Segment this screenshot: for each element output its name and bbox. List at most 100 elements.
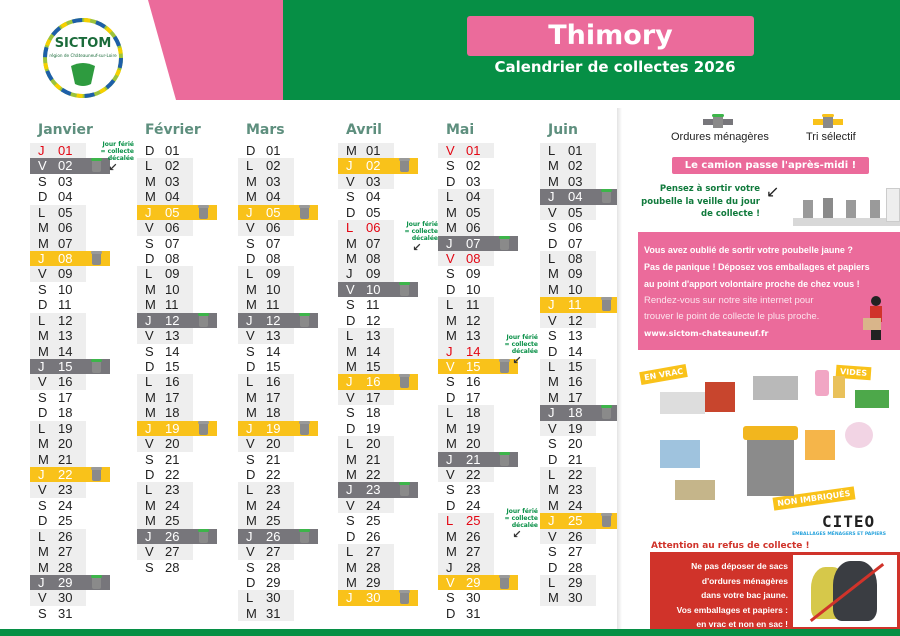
day-number: 19 — [466, 420, 481, 436]
day-row: S 28 — [137, 560, 193, 575]
day-number: 23 — [266, 482, 281, 498]
day-row-om-collection: J 18 — [540, 405, 620, 421]
day-row: D 19 — [338, 421, 394, 436]
day-row: M 24 — [540, 497, 596, 514]
day-row: M 03 — [540, 173, 596, 190]
day-number: 23 — [366, 482, 381, 498]
weekday-letter: L — [38, 528, 46, 544]
day-row: L 02 — [137, 158, 193, 174]
day-number: 09 — [165, 266, 180, 282]
weekday-letter: D — [446, 173, 456, 189]
day-number: 15 — [165, 359, 180, 375]
day-row: S 10 — [30, 282, 86, 297]
day-row: M 06 — [30, 220, 86, 236]
weekday-letter: M — [38, 559, 49, 575]
weekday-letter: D — [145, 251, 155, 266]
day-row: M 18 — [137, 405, 193, 421]
weekday-letter: V — [346, 281, 355, 297]
day-row-om-collection: J 26 — [238, 528, 318, 545]
day-row: L 18 — [438, 405, 494, 421]
weekday-letter: J — [446, 559, 453, 575]
day-number: 11 — [466, 297, 480, 313]
day-number: 12 — [266, 312, 281, 328]
day-row: S 14 — [137, 344, 193, 359]
warning-line: Vos emballages et papiers : — [676, 604, 788, 615]
weekday-letter: L — [145, 374, 153, 390]
day-row: V 03 — [338, 173, 394, 190]
weekday-letter: L — [346, 544, 354, 560]
day-number: 14 — [466, 343, 481, 359]
day-number: 22 — [366, 467, 381, 483]
weekday-letter: M — [446, 436, 457, 452]
yellow-bin-info-box: Vous avez oublié de sortir votre poubell… — [638, 232, 900, 350]
day-number: 03 — [58, 173, 73, 189]
day-number: 02 — [266, 158, 281, 174]
weekday-letter: M — [145, 281, 156, 297]
day-row: M 31 — [238, 605, 294, 622]
day-number: 27 — [58, 544, 73, 560]
day-row-holiday: J 14 — [438, 343, 494, 359]
weekday-letter: M — [145, 497, 156, 513]
weekday-letter: M — [38, 220, 49, 236]
weekday-letter: D — [548, 559, 558, 575]
weekday-letter: M — [346, 559, 357, 575]
weekday-letter: V — [446, 251, 455, 266]
day-number: 02 — [366, 158, 381, 174]
day-row: V 23 — [30, 482, 86, 498]
tri-bin-icon — [91, 467, 102, 482]
day-number: 26 — [58, 528, 73, 544]
weekday-letter: M — [246, 497, 257, 513]
panel-divider — [617, 108, 622, 630]
weekday-letter: M — [446, 312, 457, 328]
day-row: S 24 — [30, 498, 86, 513]
day-number: 16 — [165, 374, 180, 390]
weekday-letter: D — [346, 312, 356, 328]
om-legend-icon — [703, 114, 733, 128]
day-row: M 27 — [30, 544, 86, 560]
day-row: M 25 — [238, 513, 294, 529]
day-row: M 17 — [137, 389, 193, 406]
day-row: V 17 — [338, 389, 394, 406]
website-link[interactable]: www.sictom-chateauneuf.fr — [644, 329, 769, 338]
day-row: M 14 — [338, 343, 394, 359]
day-row-tri-collection: J 25 — [540, 513, 620, 529]
weekday-letter: M — [548, 173, 559, 189]
om-bin-icon — [601, 405, 612, 420]
day-row-om-collection: J 26 — [137, 528, 217, 545]
weekday-letter: J — [145, 312, 152, 328]
weekday-letter: M — [38, 328, 49, 344]
weekday-letter: S — [446, 590, 455, 606]
day-row: M 08 — [338, 251, 394, 267]
day-number: 31 — [466, 605, 481, 621]
day-number: 07 — [266, 235, 281, 251]
day-row: V 06 — [238, 220, 294, 236]
weekday-letter: M — [346, 467, 357, 483]
day-row: S 25 — [338, 513, 394, 528]
weekday-letter: D — [145, 467, 155, 483]
day-row-om-collection: J 21 — [438, 451, 518, 467]
day-row-om-collection: J 12 — [238, 312, 318, 329]
day-number: 15 — [466, 359, 481, 375]
day-number: 14 — [266, 343, 281, 359]
weekday-letter: D — [548, 451, 558, 467]
month-column: Mai V 01 S 02 D 03 L 04 M 05 M 06 J 07 V 08 S 09 D 10 L 11 M 12 M… — [438, 122, 538, 621]
weekday-letter: M — [246, 281, 257, 297]
bins-illustration — [793, 218, 900, 226]
day-number: 22 — [266, 467, 281, 483]
weekday-letter: V — [346, 389, 355, 405]
day-number: 03 — [466, 173, 481, 189]
day-row-tri-collection: J 02 — [338, 158, 418, 174]
day-number: 04 — [165, 189, 180, 205]
om-bin-icon — [91, 359, 102, 374]
day-number: 05 — [58, 204, 73, 220]
day-row: M 03 — [238, 173, 294, 190]
weekday-letter: S — [145, 451, 154, 467]
reminder-line: Pensez à sortir votre — [659, 184, 760, 194]
note-line: décalée — [107, 155, 134, 162]
day-row: L 05 — [30, 204, 86, 221]
day-number: 07 — [366, 235, 381, 251]
bin-icon — [870, 200, 880, 218]
month-title: Mai — [446, 122, 475, 138]
day-number: 08 — [366, 251, 381, 266]
day-row-holiday: V 08 — [438, 251, 494, 267]
